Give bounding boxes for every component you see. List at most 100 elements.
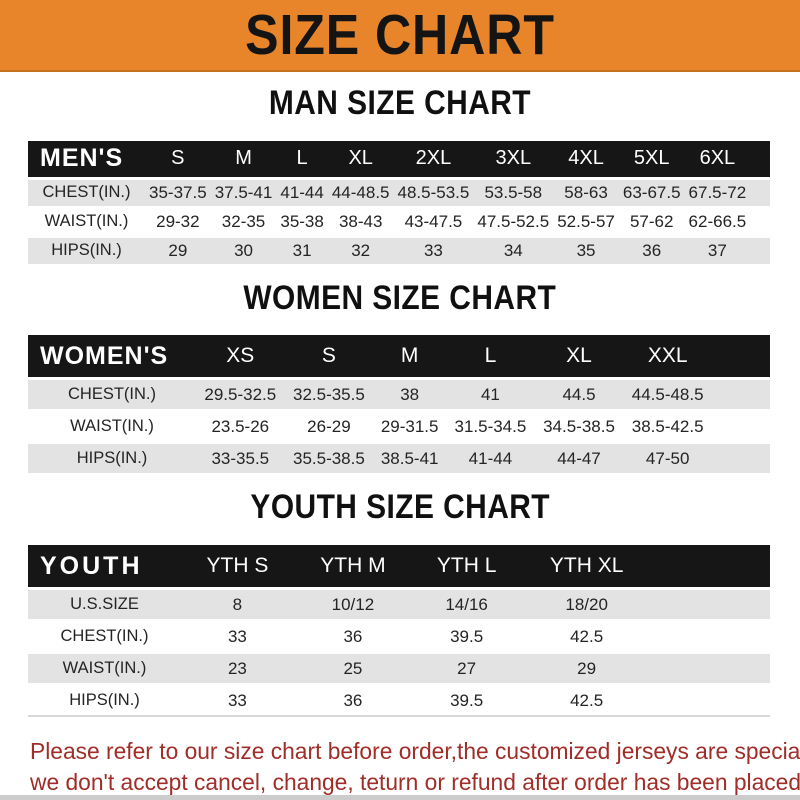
value-cell: 57-62 [618,208,685,235]
value-cell: 38-43 [327,208,394,235]
value-cell: 44-47 [534,444,624,474]
spacer-cell [750,140,770,177]
table-row: WAIST(IN.) 23.5-26 26-29 29-31.5 31.5-34… [28,412,770,442]
spacer-cell [750,237,770,264]
row-label-cell: CHEST(IN.) [28,380,196,410]
banner: SIZE CHART [0,0,800,72]
value-cell: 32.5-35.5 [284,380,374,410]
value-cell: 29 [521,654,652,684]
men-heading-text: MAN SIZE CHART [268,84,532,122]
table-row: CHEST(IN.) 35-37.5 37.5-41 41-44 44-48.5… [28,179,770,206]
value-cell: 32 [327,237,394,264]
size-col-header: 3XL [473,140,554,177]
value-cell: 31 [276,237,328,264]
value-cell: 52.5-57 [553,208,619,235]
value-cell: 58-63 [553,179,619,206]
size-col-header: YTH S [181,545,294,588]
value-cell: 36 [293,622,412,652]
table-row: WAIST(IN.) 29-32 32-35 35-38 38-43 43-47… [28,208,770,235]
size-col-header: 6XL [684,140,751,177]
value-cell: 67.5-72 [684,179,751,206]
value-cell: 35-38 [276,208,328,235]
spacer-cell [712,412,770,442]
size-col-header: S [284,335,374,378]
value-cell: 23.5-26 [196,412,285,442]
value-cell: 44.5-48.5 [623,380,712,410]
value-cell: 35.5-38.5 [284,444,374,474]
bottom-edge-line [0,795,800,800]
size-col-header: XS [196,335,285,378]
table-row: HIPS(IN.) 33-35.5 35.5-38.5 38.5-41 41-4… [28,444,770,474]
value-cell: 29-32 [145,208,211,235]
value-cell: 27 [411,654,522,684]
youth-size-table: YOUTH YTH S YTH M YTH L YTH XL U.S.SIZE … [28,542,770,720]
value-cell: 47.5-52.5 [473,208,554,235]
women-corner-label: WOMEN'S [28,335,196,378]
size-col-header: XL [327,140,394,177]
size-col-header: M [373,335,447,378]
value-cell: 29 [145,237,211,264]
value-cell: 41-44 [446,444,535,474]
value-cell: 38 [373,380,447,410]
value-cell: 33 [393,237,474,264]
value-cell: 33-35.5 [196,444,285,474]
value-cell: 32-35 [210,208,277,235]
value-cell: 48.5-53.5 [393,179,474,206]
value-cell: 44-48.5 [327,179,394,206]
value-cell: 43-47.5 [393,208,474,235]
value-cell: 33 [181,622,294,652]
disclaimer: Please refer to our size chart before or… [30,736,800,798]
value-cell: 25 [293,654,412,684]
women-header-row: WOMEN'S XS S M L XL XXL [28,335,770,378]
size-col-header: XXL [623,335,712,378]
table-row: HIPS(IN.) 29 30 31 32 33 34 35 36 37 [28,237,770,264]
disclaimer-line-1: Please refer to our size chart before or… [30,738,800,765]
size-col-header: 5XL [618,140,685,177]
spacer-cell [712,444,770,474]
table-row: CHEST(IN.) 29.5-32.5 32.5-35.5 38 41 44.… [28,380,770,410]
row-label-cell: CHEST(IN.) [28,179,146,206]
row-label-cell: HIPS(IN.) [28,444,196,474]
size-col-header: XL [534,335,624,378]
value-cell: 14/16 [411,590,522,620]
table-row: HIPS(IN.) 33 36 39.5 42.5 [28,686,770,718]
row-label-cell: WAIST(IN.) [28,654,181,684]
size-col-header: L [276,140,328,177]
row-label-cell: HIPS(IN.) [28,237,146,264]
value-cell: 38.5-42.5 [623,412,712,442]
value-cell: 8 [181,590,294,620]
spacer-cell [712,335,770,378]
value-cell: 35-37.5 [145,179,211,206]
value-cell: 31.5-34.5 [446,412,535,442]
value-cell: 29.5-32.5 [196,380,285,410]
spacer-cell [750,179,770,206]
spacer-cell [652,622,770,652]
spacer-cell [652,545,770,588]
value-cell: 37.5-41 [210,179,277,206]
size-col-header: L [446,335,535,378]
size-col-header: YTH M [293,545,412,588]
women-section-heading: WOMEN SIZE CHART [0,278,800,317]
table-row: U.S.SIZE 8 10/12 14/16 18/20 [28,590,770,620]
women-heading-text: WOMEN SIZE CHART [243,278,557,317]
value-cell: 29-31.5 [373,412,447,442]
size-col-header: S [145,140,211,177]
spacer-cell [712,380,770,410]
value-cell: 36 [618,237,685,264]
size-col-header: YTH XL [521,545,652,588]
value-cell: 38.5-41 [373,444,447,474]
row-label-cell: WAIST(IN.) [28,412,196,442]
size-col-header: YTH L [411,545,522,588]
row-label-cell: HIPS(IN.) [28,686,181,718]
value-cell: 10/12 [293,590,412,620]
youth-corner-label: YOUTH [28,545,181,588]
value-cell: 44.5 [534,380,624,410]
size-col-header: 2XL [393,140,474,177]
value-cell: 34 [473,237,554,264]
value-cell: 41 [446,380,535,410]
value-cell: 30 [210,237,277,264]
spacer-cell [652,590,770,620]
value-cell: 37 [684,237,751,264]
value-cell: 36 [293,686,412,718]
